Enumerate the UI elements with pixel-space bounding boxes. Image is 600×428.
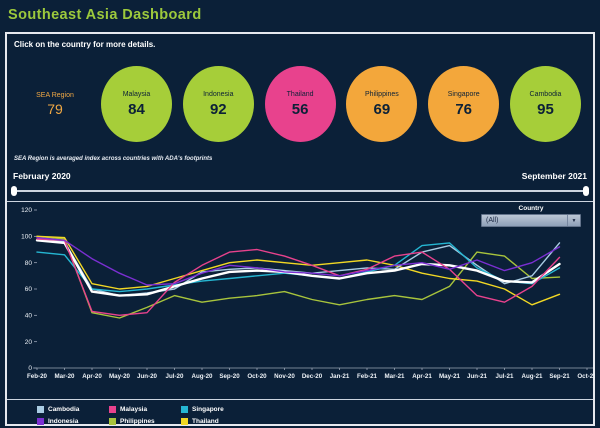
trend-chart-section: 0 20 40 60 80 100 120 Feb-20 Mar-20 Apr-20 May-20 J… (7, 201, 595, 399)
svg-text:Mar-21: Mar-21 (385, 373, 406, 380)
legend-item-thailand[interactable]: Thailand (181, 416, 253, 427)
country-filter-label: Country (518, 205, 544, 212)
slider-start-label: February 2020 (13, 171, 71, 181)
country-circle-thailand[interactable]: Thailand 56 (264, 66, 336, 142)
svg-text:Aug-21: Aug-21 (522, 373, 544, 380)
country-circle-malaysia[interactable]: Malaysia 84 (101, 66, 172, 142)
header: Southeast Asia Dashboard (0, 0, 600, 30)
trend-chart-svg: 0 20 40 60 80 100 120 Feb-20 Mar-20 Apr-20 May-20 J… (21, 207, 595, 380)
country-name: Philippines (364, 90, 399, 98)
svg-text:Oct-21: Oct-21 (577, 373, 595, 380)
country-score: 56 (291, 100, 309, 118)
page-title: Southeast Asia Dashboard (8, 7, 202, 23)
country-circle-cambodia[interactable]: Cambodia 95 (509, 66, 581, 142)
svg-text:Jul-20: Jul-20 (166, 373, 184, 380)
chart-legend: Cambodia Malaysia Singapore Indonesia Philip… (7, 399, 593, 427)
country-circle-indonesia[interactable]: Indonesia 92 (182, 66, 254, 142)
scores-row: SEA Region 79 Malaysia 84 Indonesia 92 Thail… (7, 54, 593, 154)
legend-label: Indonesia (48, 418, 79, 425)
svg-text:Jan-21: Jan-21 (330, 373, 350, 380)
svg-text:Jul-21: Jul-21 (496, 373, 514, 380)
svg-text:Jun-20: Jun-20 (137, 373, 158, 380)
country-circle-philippines[interactable]: Philippines 69 (346, 66, 418, 142)
country-circles: Malaysia 84 Indonesia 92 Thailand 56 Philippin… (97, 66, 581, 142)
country-name: Indonesia (203, 90, 234, 98)
country-score: 84 (128, 100, 145, 118)
svg-text:Sep-21: Sep-21 (549, 373, 570, 380)
svg-text:100: 100 (21, 234, 32, 241)
sea-region-score: SEA Region 79 (13, 92, 97, 117)
legend-label: Philippines (120, 418, 155, 425)
svg-text:May-20: May-20 (109, 373, 131, 380)
svg-text:Mar-20: Mar-20 (55, 373, 76, 380)
legend-swatch (181, 418, 188, 425)
slider-handle-end[interactable] (583, 186, 589, 196)
country-filter-value: (All) (486, 217, 499, 224)
slider-handle-start[interactable] (11, 186, 17, 196)
country-name: Cambodia (529, 90, 562, 98)
legend-swatch (109, 406, 116, 413)
svg-text:Apr-20: Apr-20 (82, 373, 102, 380)
date-range-slider[interactable] (11, 184, 589, 198)
legend-label: Malaysia (120, 406, 148, 413)
country-score: 95 (537, 100, 554, 118)
legend-item-malaysia[interactable]: Malaysia (109, 404, 181, 415)
svg-text:Dec-20: Dec-20 (302, 373, 323, 380)
legend-item-philippines[interactable]: Philippines (109, 416, 181, 427)
svg-text:60: 60 (25, 286, 33, 293)
legend-item-singapore[interactable]: Singapore (181, 404, 253, 415)
dashboard-frame: Click on the country for more details. S… (5, 32, 595, 426)
country-score: 92 (209, 100, 227, 118)
legend-swatch (37, 418, 44, 425)
country-name: Malaysia (122, 90, 151, 98)
svg-text:Oct-20: Oct-20 (247, 373, 267, 380)
legend-item-indonesia[interactable]: Indonesia (37, 416, 109, 427)
date-range-slider-section: February 2020 September 2021 (7, 167, 593, 201)
slider-track-line (13, 190, 587, 192)
svg-text:120: 120 (21, 207, 32, 214)
sea-region-value: 79 (47, 100, 63, 117)
svg-text:Aug-20: Aug-20 (192, 373, 214, 380)
footnote-text: SEA Region is averaged index across coun… (14, 156, 213, 162)
svg-text:20: 20 (25, 339, 33, 346)
svg-text:80: 80 (25, 260, 33, 267)
country-filter: Country (All) ▼ (481, 205, 581, 227)
legend-label: Singapore (192, 406, 224, 413)
slider-end-label: September 2021 (521, 171, 587, 181)
country-name: Singapore (447, 90, 480, 98)
svg-text:0: 0 (28, 365, 32, 372)
legend-label: Thailand (192, 418, 219, 425)
svg-text:Feb-20: Feb-20 (27, 373, 48, 380)
svg-text:40: 40 (25, 313, 33, 320)
svg-text:Sep-20: Sep-20 (219, 373, 240, 380)
legend-label: Cambodia (48, 406, 80, 413)
country-circle-singapore[interactable]: Singapore 76 (428, 66, 500, 142)
country-score: 76 (455, 100, 473, 118)
legend-swatch (37, 406, 44, 413)
instruction-text: Click on the country for more details. (14, 40, 156, 49)
svg-text:Nov-20: Nov-20 (274, 373, 295, 380)
country-filter-dropdown[interactable]: (All) ▼ (481, 214, 581, 227)
svg-text:May-21: May-21 (439, 373, 461, 380)
sea-region-label: SEA Region (36, 91, 74, 99)
country-score: 69 (373, 100, 391, 118)
legend-swatch (181, 406, 188, 413)
legend-item-cambodia[interactable]: Cambodia (37, 404, 109, 415)
svg-text:Feb-21: Feb-21 (357, 373, 378, 380)
svg-text:Apr-21: Apr-21 (412, 373, 432, 380)
legend-swatch (109, 418, 116, 425)
country-name: Thailand (286, 90, 314, 98)
svg-text:Jun-21: Jun-21 (467, 373, 488, 380)
chevron-down-icon: ▼ (567, 215, 580, 226)
